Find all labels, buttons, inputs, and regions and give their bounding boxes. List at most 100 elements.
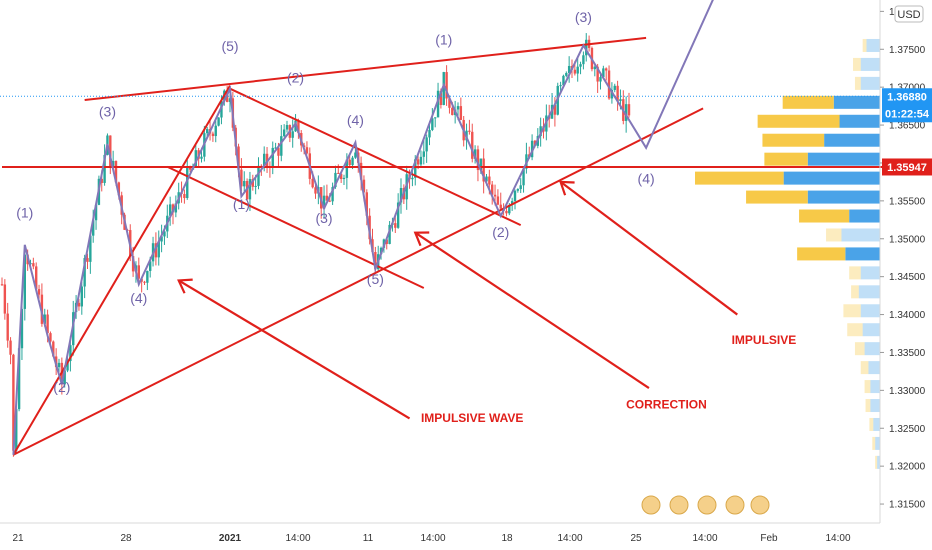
candle-body: [160, 236, 163, 242]
candle-body: [576, 66, 579, 74]
candle-body: [325, 195, 329, 201]
candle-body: [585, 39, 588, 56]
candle-body: [94, 204, 98, 221]
volume-profile-bar: [870, 399, 880, 413]
candle-body: [516, 189, 520, 191]
arrow-head: [177, 278, 193, 294]
volume-profile-bar: [839, 114, 880, 128]
price-tick-label: 1.31500: [889, 500, 926, 511]
wave-label: (5): [221, 38, 238, 54]
candle-body: [174, 203, 178, 213]
candle-body: [282, 129, 286, 137]
volume-profile-bar: [843, 304, 861, 318]
candle-body: [92, 220, 95, 236]
last-price-value: 1.36880: [887, 91, 927, 103]
volume-profile-bar: [875, 455, 878, 469]
candle-body: [49, 333, 52, 342]
volume-profile-bar: [865, 399, 871, 413]
candle-body: [439, 90, 443, 105]
candle-body: [263, 153, 266, 168]
candle-body: [271, 147, 274, 168]
candle-body: [248, 179, 252, 200]
candle-body: [211, 133, 215, 137]
candle-body: [428, 129, 431, 138]
candle-body: [385, 239, 388, 244]
wave-path-line: [12, 0, 714, 455]
candle-body: [80, 286, 83, 307]
arrow-shaft: [414, 231, 650, 389]
volume-profile-bar: [849, 266, 861, 280]
time-tick-label: 21: [12, 533, 24, 544]
candle-body: [311, 178, 314, 188]
volume-profile-bar: [746, 190, 808, 204]
candle-body: [32, 263, 35, 267]
economic-events[interactable]: [641, 495, 770, 515]
candle-body: [602, 68, 605, 78]
candle-body: [63, 370, 66, 385]
candle-body: [237, 146, 240, 170]
candle-body: [69, 345, 72, 362]
candle-body: [154, 243, 158, 258]
candle-body: [334, 172, 337, 188]
candle-body: [243, 180, 246, 187]
volume-profile-bar: [824, 133, 880, 147]
wave-label: (2): [492, 224, 509, 240]
time-tick-label: Feb: [760, 533, 778, 544]
event-flag-icon[interactable]: [669, 495, 689, 515]
candle-body: [194, 150, 197, 168]
candle-body: [114, 160, 118, 183]
price-tick-label: 1.33500: [889, 348, 926, 359]
wave-label: (5): [367, 271, 384, 287]
candle-body: [3, 284, 7, 314]
candle-body: [265, 153, 269, 167]
candle-body: [473, 149, 477, 159]
candle-body: [362, 179, 366, 193]
event-flag-icon[interactable]: [750, 495, 770, 515]
bar-countdown: 01:22:54: [885, 108, 930, 120]
volume-profile-bar: [862, 323, 880, 337]
volume-profile: [695, 38, 880, 469]
elliott-wave-path: [12, 0, 714, 455]
unit-selector[interactable]: USD: [894, 5, 924, 23]
candle-body: [314, 187, 317, 194]
volume-profile-bar: [862, 38, 867, 52]
price-tick-label: 1.32500: [889, 424, 926, 435]
candle-body: [519, 185, 522, 190]
trend-line: [166, 165, 425, 289]
candle-body: [20, 308, 24, 349]
time-tick-label: 28: [120, 533, 132, 544]
candle-body: [607, 70, 611, 99]
candle-body: [567, 65, 571, 74]
arrow-shaft: [178, 279, 411, 420]
candle-body: [562, 75, 565, 86]
event-flag-icon[interactable]: [725, 495, 745, 515]
candle-body: [416, 159, 420, 165]
volume-profile-bar: [858, 285, 880, 299]
candle-body: [522, 168, 525, 186]
volume-profile-bar: [764, 152, 808, 166]
candle-body: [240, 169, 243, 187]
annotation-text: CORRECTION: [626, 398, 707, 412]
candle-body: [305, 147, 309, 154]
candle-body: [345, 159, 349, 178]
wave-label: (4): [347, 112, 364, 128]
arrow-head: [413, 231, 430, 247]
candle-body: [619, 99, 622, 102]
candle-body: [442, 72, 445, 105]
event-flag-icon[interactable]: [697, 495, 717, 515]
volume-profile-bar: [783, 171, 880, 185]
candle-body: [482, 158, 485, 182]
candle-body: [297, 120, 300, 133]
time-axis[interactable]: 21 28 2021 14:00 11 14:00 18 14:00 25 14:00 Feb 14:…: [12, 533, 851, 544]
volume-profile-bar: [807, 152, 880, 166]
candle-body: [488, 176, 491, 185]
candle-body: [553, 104, 557, 115]
candle-body: [23, 254, 26, 309]
price-axis[interactable]: 1.381.375001.370001.365001.360001.355001…: [880, 7, 926, 511]
candle-body: [599, 77, 602, 82]
trend-lines: [0, 36, 932, 456]
event-flag-icon[interactable]: [641, 495, 661, 515]
currency-unit[interactable]: USD: [897, 9, 920, 21]
volume-profile-bar: [877, 455, 880, 469]
